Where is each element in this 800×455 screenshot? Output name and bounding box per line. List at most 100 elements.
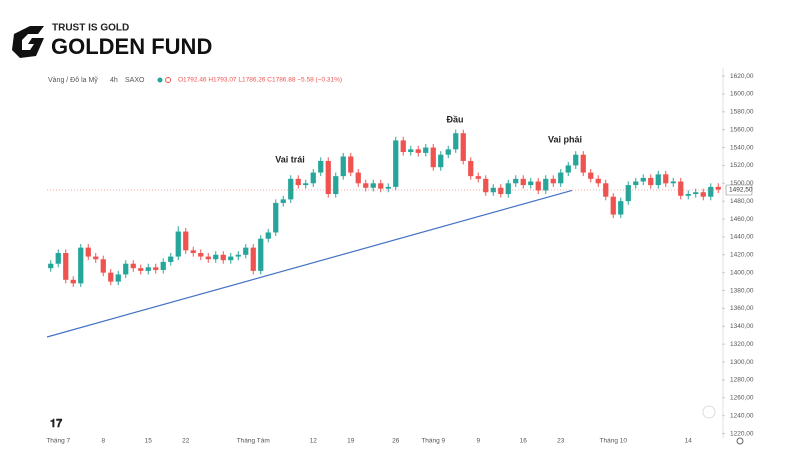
candle-body	[123, 263, 129, 275]
y-tick-label: 1300,00	[730, 359, 754, 366]
candle-body	[70, 279, 76, 284]
logo: TRUST IS GOLD GOLDEN FUND	[12, 23, 212, 59]
x-tick-label: 16	[520, 438, 528, 445]
x-tick-label: 15	[145, 438, 153, 445]
settings-icon[interactable]	[736, 437, 744, 445]
candle-body	[280, 199, 286, 203]
candle-body	[475, 176, 481, 179]
candle-body	[273, 202, 279, 233]
y-tick-label: 1280,00	[730, 377, 754, 384]
candle-body	[85, 247, 91, 257]
candle-body	[640, 177, 646, 182]
candle-body	[213, 254, 219, 260]
y-tick-label: 1360,00	[730, 305, 754, 312]
candle-body	[633, 181, 639, 186]
annotation: Vai phải	[548, 134, 582, 144]
x-tick-label: Tháng 9	[421, 438, 445, 445]
candle-body	[55, 253, 61, 264]
candle-body	[610, 196, 616, 215]
candle-body	[78, 247, 84, 284]
candle-body	[438, 154, 444, 168]
candle-body	[138, 268, 144, 271]
y-tick-label: 1520,00	[730, 162, 754, 169]
ohlc-label: O1792.46 H1793.07 L1786.26 C1786.88 −5.5…	[178, 77, 342, 84]
candle-body	[663, 174, 669, 184]
brand-tagline: TRUST IS GOLD	[52, 23, 129, 34]
trendline	[46, 189, 573, 338]
last-price-box	[725, 184, 753, 196]
candle-body	[460, 133, 466, 161]
interval: 4h	[110, 77, 118, 84]
candle-body	[453, 133, 459, 150]
candle-body	[100, 259, 106, 273]
x-tick-label: Tháng 10	[600, 438, 628, 445]
x-tick-label: 26	[392, 438, 400, 445]
candle-body	[708, 186, 714, 197]
status-dot	[157, 77, 163, 83]
candle-body	[385, 186, 391, 189]
candle-body	[588, 172, 594, 179]
candle-body	[693, 192, 699, 195]
candle-body	[93, 256, 99, 260]
status-dot	[165, 77, 171, 83]
candle-body	[558, 172, 564, 184]
y-tick-label: 1500,00	[730, 180, 754, 187]
scroll-button[interactable]	[702, 405, 716, 419]
candle-body	[528, 181, 534, 186]
x-tick-label: 22	[182, 438, 190, 445]
candle-body	[228, 256, 234, 261]
candle-body	[333, 176, 339, 195]
candle-body	[108, 272, 114, 282]
symbol: Vàng / Đô la Mỹ	[48, 77, 98, 84]
annotation: Vai trái	[275, 154, 305, 164]
candle-body	[565, 165, 571, 173]
candle-body	[678, 181, 684, 196]
y-tick-label: 1320,00	[730, 341, 754, 348]
y-tick-label: 1600,00	[730, 91, 754, 98]
candle-body	[573, 154, 579, 166]
source: SAXO	[125, 77, 145, 84]
candle-body	[348, 156, 354, 173]
y-tick-label: 1460,00	[730, 216, 754, 223]
logo-icon	[12, 26, 44, 58]
y-tick-label: 1380,00	[730, 287, 754, 294]
candle-body	[715, 186, 721, 190]
candle-body	[295, 178, 301, 186]
y-tick-label: 1220,00	[730, 430, 754, 437]
y-tick-label: 1240,00	[730, 412, 754, 419]
candle-body	[543, 178, 549, 191]
candle-body	[400, 140, 406, 153]
candle-body	[265, 232, 271, 239]
y-tick-label: 1440,00	[730, 234, 754, 241]
y-tick-label: 1340,00	[730, 323, 754, 330]
candle-body	[430, 147, 436, 168]
candle-body	[370, 183, 376, 188]
candle-body	[393, 140, 399, 187]
candle-body	[153, 267, 159, 270]
x-tick-label: 9	[476, 438, 480, 445]
candle-body	[310, 172, 316, 184]
candle-body	[325, 160, 331, 195]
x-tick-label: 19	[347, 438, 355, 445]
candle-body	[288, 178, 294, 200]
candle-body	[250, 247, 256, 271]
candle-body	[205, 256, 211, 260]
x-tick-label: 12	[310, 438, 318, 445]
candle-body	[258, 238, 264, 271]
platform-logo: 𝟏𝟕	[50, 418, 63, 430]
candle-body	[160, 261, 166, 270]
x-tick-label: Tháng 7	[46, 438, 70, 445]
candle-body	[168, 256, 174, 262]
candle-body	[468, 160, 474, 177]
x-tick-label: 8	[101, 438, 105, 445]
brand-name: GOLDEN FUND	[51, 34, 212, 59]
last-price-label: 1492,50	[729, 187, 753, 194]
candle-body	[618, 201, 624, 215]
candle-body	[445, 149, 451, 155]
candle-body	[498, 187, 504, 195]
candle-body	[190, 250, 196, 253]
candle-body	[340, 156, 346, 177]
y-tick-label: 1580,00	[730, 109, 754, 116]
x-tick-label: 14	[685, 438, 693, 445]
candle-body	[685, 194, 691, 196]
